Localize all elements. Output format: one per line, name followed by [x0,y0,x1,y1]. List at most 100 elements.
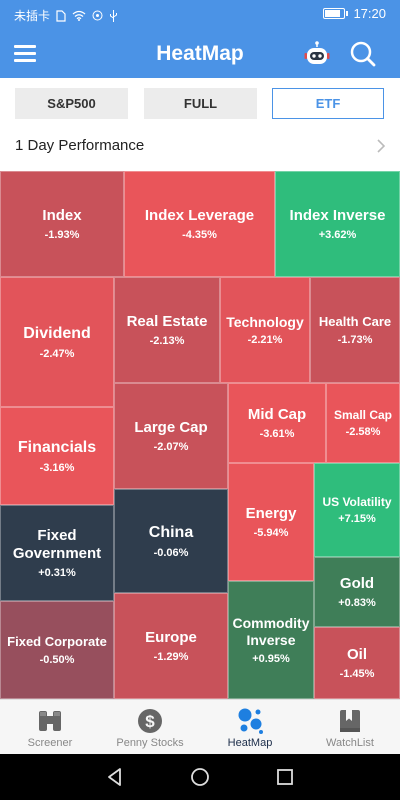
tile-fixed-government[interactable]: Fixed Government +0.31% [0,505,114,601]
tile-commodity-inverse[interactable]: Commodity Inverse +0.95% [228,581,314,699]
search-icon [350,41,376,67]
tile-value: +0.31% [38,567,76,579]
tile-dividend[interactable]: Dividend -2.47% [0,277,114,407]
tile-us-volatility[interactable]: US Volatility +7.15% [314,463,400,557]
tile-name: Technology [226,313,304,330]
tile-value: -2.58% [345,426,381,439]
tile-gold[interactable]: Gold +0.83% [314,557,400,627]
tile-index[interactable]: Index -1.93% [0,171,124,277]
tile-value: +3.62% [318,229,357,241]
nav-label: WatchList [326,737,374,749]
search-button[interactable] [348,39,378,69]
tile-index-inverse[interactable]: Index Inverse +3.62% [275,171,400,277]
performance-period-selector[interactable]: 1 Day Performance [0,130,400,164]
tile-europe[interactable]: Europe -1.29% [114,593,228,699]
nav-label: HeatMap [227,737,273,749]
tile-name: Index Leverage [144,207,255,224]
tile-name: Fixed Corporate [7,634,107,650]
menu-button[interactable] [14,42,38,66]
tile-real-estate[interactable]: Real Estate -2.13% [114,277,220,383]
tile-mid-cap[interactable]: Mid Cap -3.61% [228,383,326,463]
tile-value: -2.21% [247,334,283,347]
tile-value: +0.95% [252,652,290,665]
tile-name: Fixed Government [12,527,102,562]
tile-value: -5.94% [253,527,289,539]
tile-name: Financials [17,439,97,457]
tile-large-cap[interactable]: Large Cap -2.07% [114,383,228,489]
tile-value: -0.50% [39,653,75,666]
tile-value: +7.15% [338,513,376,526]
app-title: HeatMap [156,42,244,65]
app-bar: HeatMap [0,30,400,78]
tile-value: +0.83% [338,597,376,609]
bottom-navigation: Screener $ Penny Stocks HeatMap WatchLis… [0,699,400,754]
tile-value: -2.13% [149,335,185,347]
tile-value: -1.93% [44,229,80,241]
heatmap: Index -1.93% Index Leverage -4.35% Index… [0,171,400,699]
nav-label: Penny Stocks [116,737,184,749]
tab-full[interactable]: FULL [144,88,257,119]
tile-name: China [148,524,194,542]
tile-small-cap[interactable]: Small Cap -2.58% [326,383,400,463]
tile-name: Health Care [318,314,392,330]
tile-name: Gold [339,575,375,592]
tile-name: Large Cap [134,419,208,436]
nav-label: Screener [27,737,73,749]
tile-value: -1.73% [337,333,373,346]
tile-name: Europe [145,629,197,646]
tile-health-care[interactable]: Health Care -1.73% [310,277,400,383]
system-navigation-bar [0,754,400,800]
binoculars-icon [39,711,61,731]
chevron-right-icon [377,139,386,153]
tile-name: US Volatility [322,494,392,509]
tile-value: -3.16% [39,461,75,474]
nav-heatmap[interactable]: HeatMap [200,700,300,755]
bookmark-book-icon [340,710,360,732]
performance-period-label: 1 Day Performance [15,137,145,154]
wifi-icon [72,10,86,21]
tile-name: Oil [346,646,367,663]
hotspot-icon [92,10,103,21]
tile-financials[interactable]: Financials -3.16% [0,407,114,505]
tile-name: Real Estate [126,313,208,330]
robot-icon [304,41,330,64]
tile-name: Small Cap [333,407,393,422]
tile-name: Index Inverse [289,207,386,224]
tile-fixed-corporate[interactable]: Fixed Corporate -0.50% [0,601,114,699]
hamburger-icon [14,45,38,62]
tab-sp500[interactable]: S&P500 [15,88,128,119]
tile-name: Commodity Inverse [232,615,310,648]
clock: 17:20 [353,6,386,21]
status-left: 未插卡 [14,7,118,24]
tile-value: -3.61% [259,428,295,440]
no-sim-icon [56,9,66,22]
tile-value: -1.29% [153,651,189,663]
tile-oil[interactable]: Oil -1.45% [314,627,400,699]
assistant-button[interactable] [303,40,331,68]
home-circle-icon[interactable] [189,766,211,788]
tab-etf[interactable]: ETF [272,88,384,119]
status-bar: 未插卡 17:20 [0,0,400,30]
dollar-coin-icon: $ [138,709,162,733]
tile-value: -2.47% [39,347,75,360]
tile-name: Mid Cap [247,406,307,423]
index-selector: S&P500 FULL ETF [0,78,400,130]
nav-penny-stocks[interactable]: $ Penny Stocks [100,700,200,755]
tile-value: -4.35% [182,229,217,241]
tile-index-leverage[interactable]: Index Leverage -4.35% [124,171,275,277]
tile-name: Energy [245,505,297,522]
tile-name: Dividend [23,325,91,343]
tile-technology[interactable]: Technology -2.21% [220,277,310,383]
tile-energy[interactable]: Energy -5.94% [228,463,314,581]
tile-china[interactable]: China -0.06% [114,489,228,593]
tile-name: Index [42,207,82,224]
recents-square-icon[interactable] [274,766,296,788]
heatmap-bubbles-icon [238,708,263,734]
svg-text:$: $ [145,712,155,731]
usb-icon [110,9,118,22]
back-triangle-icon[interactable] [104,766,126,788]
battery-icon [323,8,349,19]
nav-watchlist[interactable]: WatchList [300,700,400,755]
carrier-text: 未插卡 [14,9,51,23]
nav-screener[interactable]: Screener [0,700,100,755]
